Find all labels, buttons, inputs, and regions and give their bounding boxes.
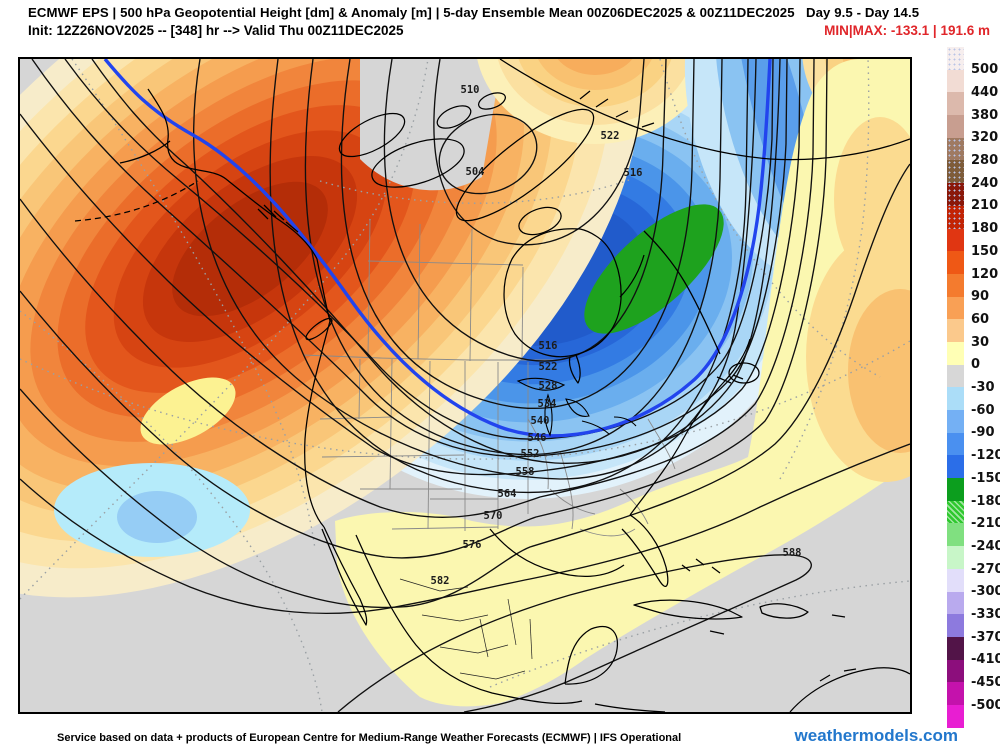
colorbar-band — [947, 614, 964, 637]
chart-title: ECMWF EPS | 500 hPa Geopotential Height … — [28, 5, 920, 20]
colorbar-band — [947, 92, 964, 116]
coastlines — [74, 59, 910, 712]
contour-value-label: 558 — [516, 466, 535, 478]
colorbar-value: 0 — [971, 357, 981, 373]
contour-540-thick-line — [103, 59, 772, 438]
colorbar-value: 380 — [971, 107, 999, 123]
colorbar-value: -90 — [971, 425, 995, 441]
colorbar-value: -210 — [971, 516, 1000, 532]
colorbar-value: -500 — [971, 697, 1000, 713]
extreme-negative-core — [584, 204, 724, 334]
colorbar-value: -30 — [971, 380, 995, 395]
contour-value-label: 588 — [783, 547, 802, 559]
colorbar-band — [947, 251, 964, 274]
colorbar-band — [947, 183, 964, 206]
contour-value-label: 504 — [466, 166, 485, 178]
colorbar-band — [947, 523, 964, 547]
colorbar-band — [947, 432, 964, 456]
init-valid-label: Init: 12Z26NOV2025 -- [348] hr --> Valid… — [28, 23, 404, 38]
colorbar-value: 150 — [971, 243, 999, 259]
colorbar-value: -60 — [971, 402, 995, 418]
colorbar-value: 440 — [971, 84, 999, 100]
contour-value-label: 552 — [521, 448, 540, 460]
colorbar-band — [947, 500, 964, 524]
colorbar-band — [947, 455, 964, 479]
colorbar-value: 30 — [971, 334, 990, 350]
colorbar-band — [947, 296, 964, 320]
service-attribution: Service based on data + products of Euro… — [57, 732, 682, 744]
colorbar-value: -120 — [971, 448, 1000, 464]
contour-value-label: 540 — [531, 415, 550, 427]
colorbar-value: 90 — [971, 289, 990, 305]
colorbar-value: 240 — [971, 175, 999, 191]
colorbar-band — [947, 682, 964, 705]
colorbar-value: -300 — [971, 584, 1000, 600]
colorbar-value: 280 — [971, 153, 999, 168]
colorbar-value: -240 — [971, 538, 1000, 554]
colorbar-band — [947, 591, 964, 615]
contour-value-label: 546 — [528, 432, 547, 444]
sw-negative-blob-inner — [117, 491, 197, 543]
contour-value-label: 516 — [539, 340, 558, 352]
colorbar-band — [947, 364, 964, 388]
atlantic-orange-core-inner — [848, 289, 910, 453]
anomaly-colorbar — [947, 47, 964, 728]
contour-value-label: 576 — [463, 539, 482, 551]
colorbar-value: -180 — [971, 493, 1000, 509]
col-gray-wedge — [360, 59, 502, 191]
colorbar-band — [947, 319, 964, 342]
colorbar-band — [947, 704, 964, 728]
colorbar-value: 500 — [971, 62, 999, 78]
colorbar-value: 60 — [971, 311, 990, 327]
colorbar-value: -370 — [971, 629, 1000, 645]
colorbar-band — [947, 205, 964, 229]
colorbar-value: 210 — [971, 198, 999, 214]
colorbar-value: 180 — [971, 221, 999, 237]
state-borders — [302, 218, 676, 537]
ridge-yellow-spot — [140, 377, 236, 445]
colorbar-value: 120 — [971, 266, 999, 282]
colorbar-band — [947, 341, 964, 365]
colorbar-band — [947, 160, 964, 184]
colorbar-band — [947, 137, 964, 161]
colorbar-band — [947, 273, 964, 297]
colorbar-band — [947, 47, 964, 70]
colorbar-band — [947, 387, 964, 410]
colorbar-band — [947, 410, 964, 433]
colorbar-value: -330 — [971, 607, 1000, 622]
colorbar-value: -450 — [971, 675, 1000, 691]
atlantic-orange-north — [834, 117, 910, 281]
contour-value-label: 522 — [601, 130, 620, 142]
colorbar-band — [947, 546, 964, 569]
contour-value-label: 510 — [461, 84, 480, 96]
contour-value-label: 570 — [484, 510, 503, 522]
colorbar-band — [947, 228, 964, 252]
geopotential-anomaly-map: 510 522 504 516 516 522 528 534 540 546 552 558 564 5… — [20, 59, 910, 712]
contour-value-label: 564 — [498, 488, 517, 500]
contour-value-label: 582 — [431, 575, 450, 587]
contour-value-label: 522 — [539, 361, 558, 373]
contour-value-label: 516 — [624, 167, 643, 179]
map-panel: 510 522 504 516 516 522 528 534 540 546 552 558 564 5… — [18, 57, 912, 714]
colorbar-band — [947, 636, 964, 660]
colorbar-band — [947, 659, 964, 683]
graticule — [20, 59, 910, 712]
minmax-label: MIN|MAX: -133.1 | 191.6 m — [824, 23, 990, 38]
header: ECMWF EPS | 500 hPa Geopotential Height … — [28, 5, 990, 38]
colorbar-band — [947, 568, 964, 592]
colorbar-band — [947, 69, 964, 93]
contour-value-label: 534 — [538, 398, 557, 410]
colorbar-value: -410 — [971, 652, 1000, 668]
brand-link[interactable]: weathermodels.com — [794, 726, 958, 745]
colorbar-band — [947, 478, 964, 501]
colorbar-value: -150 — [971, 470, 1000, 486]
contour-value-label: 528 — [539, 380, 558, 392]
contour-labels: 510 522 504 516 516 522 528 534 540 546 552 558 564 5… — [431, 84, 802, 587]
colorbar-value: -270 — [971, 561, 1000, 577]
colorbar-band — [947, 115, 964, 138]
colorbar-value: 320 — [971, 130, 999, 146]
southern-yellow-band — [335, 59, 910, 707]
